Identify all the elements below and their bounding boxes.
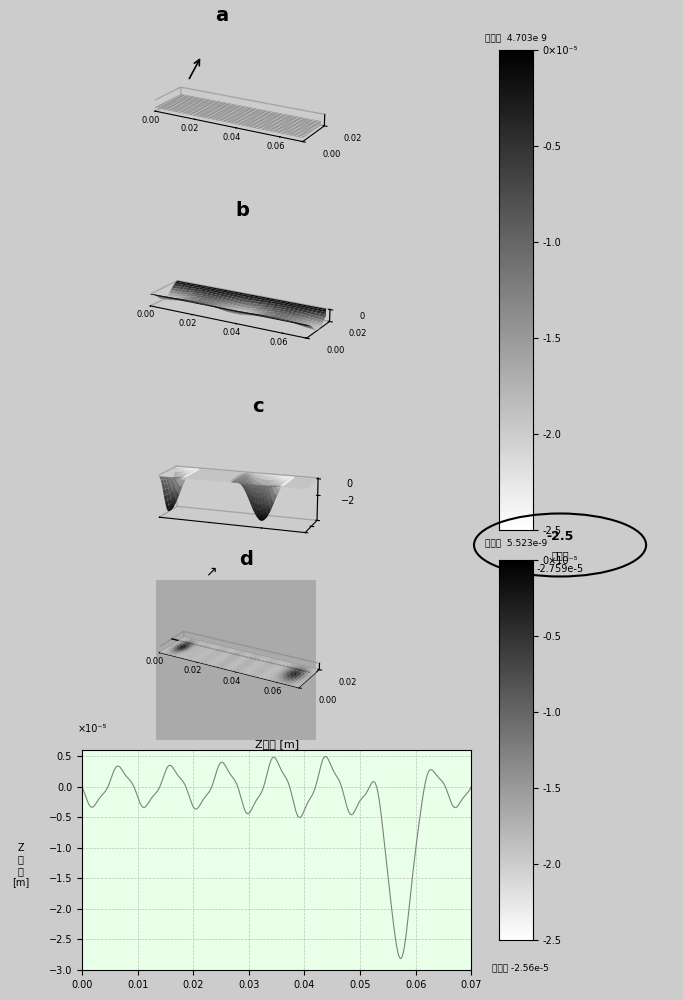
Title: Z位移 [m]: Z位移 [m] [255,739,298,749]
Text: 最小値: 最小値 [551,550,569,560]
Text: c: c [251,397,263,416]
Text: Z
位
移
[m]: Z 位 移 [m] [12,843,29,887]
Text: -2.5: -2.5 [546,530,574,543]
Text: 最大値  5.523e-9: 最大値 5.523e-9 [485,538,547,547]
Text: b: b [236,201,249,220]
Text: ×10⁻⁵: ×10⁻⁵ [78,724,107,734]
Text: 最大値  4.703e 9: 最大値 4.703e 9 [485,33,547,42]
Text: -2.759e-5: -2.759e-5 [537,564,583,574]
Text: d: d [239,550,253,569]
Text: 最小値 -2.56e-5: 最小値 -2.56e-5 [492,963,548,972]
Text: ↗: ↗ [205,564,217,578]
Text: a: a [215,6,228,25]
